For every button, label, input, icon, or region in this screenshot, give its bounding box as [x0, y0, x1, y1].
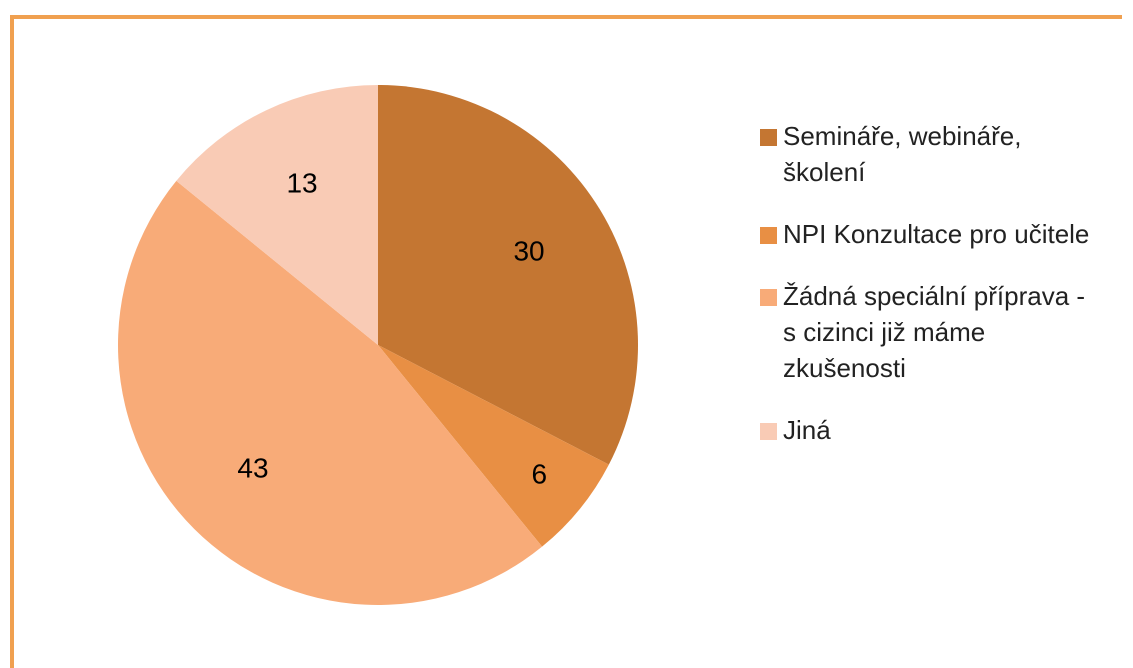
legend: Semináře, webináře, školení NPI Konzultac…	[760, 118, 1105, 474]
data-label: 30	[513, 236, 544, 267]
legend-item: Jiná	[760, 412, 1105, 448]
data-label: 43	[237, 452, 268, 483]
pie-slice	[117, 180, 543, 606]
legend-swatch	[760, 423, 777, 440]
legend-swatch	[760, 289, 777, 306]
legend-label: Žádná speciální příprava - s cizinci již…	[783, 281, 1086, 383]
legend-swatch	[760, 227, 777, 244]
pie-slice	[378, 345, 609, 547]
pie-slice	[176, 85, 378, 345]
legend-label: Jiná	[783, 415, 831, 445]
legend-item: NPI Konzultace pro učitele	[760, 216, 1105, 252]
data-label: 6	[532, 459, 548, 490]
legend-label: Semináře, webináře, školení	[783, 121, 1022, 187]
pie-slice	[378, 85, 639, 465]
legend-label: NPI Konzultace pro učitele	[783, 219, 1090, 249]
legend-item: Žádná speciální příprava - s cizinci již…	[760, 278, 1105, 386]
legend-item: Semináře, webináře, školení	[760, 118, 1105, 190]
legend-swatch	[760, 129, 777, 146]
data-label: 13	[286, 168, 317, 199]
